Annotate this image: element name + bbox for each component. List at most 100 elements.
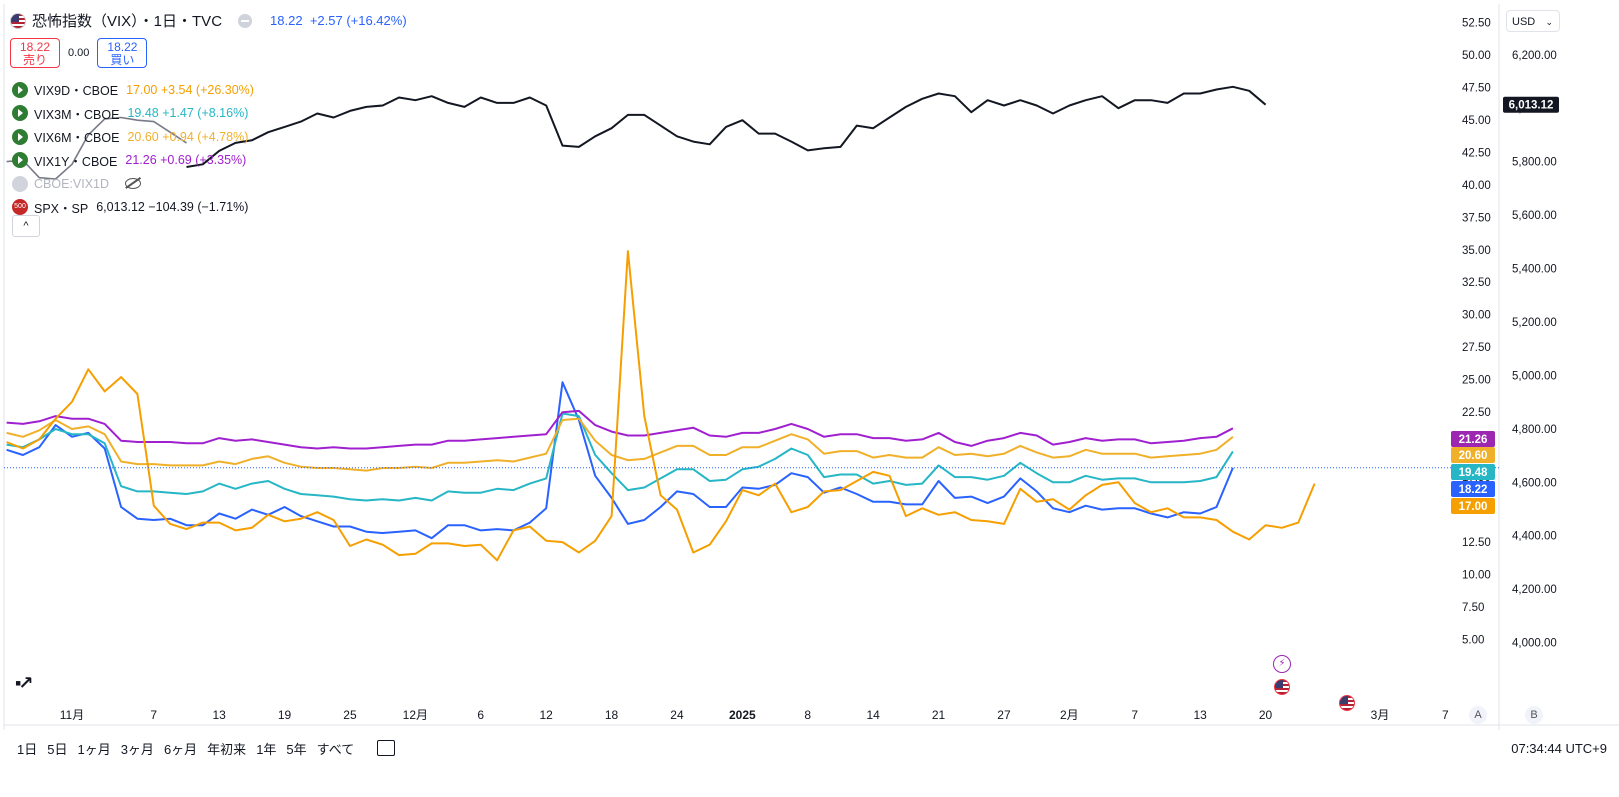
series-line-vix6m	[6, 417, 1234, 472]
range-6m[interactable]: 6ヶ月	[163, 741, 198, 757]
play-icon	[12, 81, 28, 98]
legend-values: 17.00 +3.54 (+26.30%)	[126, 82, 254, 97]
bottom-toolbar: 1日 5日 1ヶ月 3ヶ月 6ヶ月 年初来 1年 5年 すべて 07:34:44…	[0, 733, 1619, 763]
x-axis-tick-label: 6	[477, 708, 484, 722]
x-axis-tick-label: 2月	[1060, 708, 1079, 722]
x-axis-tick-label: 19	[278, 708, 292, 722]
currency-select[interactable]: USD ⌄	[1506, 10, 1560, 32]
left-axis-tick-label: 30.00	[1462, 310, 1491, 322]
sell-value: 18.22	[19, 40, 51, 54]
eye-off-icon[interactable]	[125, 178, 142, 190]
time-axis: 11月 7 13 19 25 12月 6 12 18 24 2025 8 14 21 27 2月 7 13 20 3月…	[60, 708, 1449, 722]
series-legend: VIX9D・CBOE 17.00 +3.54 (+26.30%) VIX3M・C…	[12, 78, 254, 219]
last-value-text-spx: 6,013.12	[1509, 100, 1554, 112]
left-axis-tick-label: 12.50	[1462, 537, 1491, 549]
left-axis-tick-label: 40.00	[1462, 180, 1491, 192]
series-line-spx	[186, 85, 1267, 168]
x-axis-tick-label: 12月	[403, 708, 428, 722]
range-ytd[interactable]: 年初来	[207, 741, 247, 757]
left-axis-tick-label: 7.50	[1462, 602, 1484, 614]
x-axis-tick-label: 7	[1442, 708, 1449, 722]
right-axis-tick-label: 5,800.00	[1512, 157, 1557, 169]
last-value-labels: 21.26 20.60 19.48 18.22 17.00 6,013.12	[1451, 96, 1559, 514]
series-lines	[4, 85, 1499, 562]
right-axis-tick-label: 4,200.00	[1512, 584, 1557, 596]
legend-row-vix1y[interactable]: VIX1Y・CBOE 21.26 +0.69 (+3.35%)	[12, 149, 254, 173]
legend-row-vix6m[interactable]: VIX6M・CBOE 20.60 +0.94 (+4.78%)	[12, 125, 254, 149]
buy-button[interactable]: 18.22 買い	[97, 38, 148, 68]
right-axis-tick-label: 4,800.00	[1512, 424, 1557, 436]
sell-button[interactable]: 18.22 売り	[10, 38, 60, 68]
x-axis-tick-label: 24	[670, 708, 684, 722]
range-all[interactable]: すべて	[316, 741, 355, 757]
x-axis-tick-label: 8	[804, 708, 811, 722]
legend-values: 6,013.12 −104.39 (−1.71%)	[96, 200, 249, 215]
last-value-text-vix9d: 17.00	[1459, 501, 1488, 513]
auto-scale-button[interactable]: A	[1469, 706, 1487, 724]
range-5y[interactable]: 5年	[286, 741, 307, 757]
series-line-vix1d	[6, 116, 187, 180]
chevron-down-icon: ⌄	[1545, 17, 1553, 27]
legend-row-vix1d[interactable]: CBOE:VIX1D	[12, 172, 254, 196]
right-axis-tick-label: 5,000.00	[1512, 370, 1557, 382]
calendar-icon[interactable]	[377, 740, 396, 756]
log-scale-button[interactable]: B	[1525, 706, 1543, 724]
left-axis-tick-label: 27.50	[1462, 342, 1491, 354]
symbol-title[interactable]: 恐怖指数（VIX）・1日・TVC	[32, 13, 223, 30]
sell-label: 売り	[22, 53, 47, 67]
legend-values: 21.26 +0.69 (+3.35%)	[125, 153, 247, 168]
us-event-flag-icon[interactable]	[1339, 695, 1355, 711]
legend-values: 19.48 +1.47 (+8.16%)	[127, 106, 249, 121]
last-value-badge-vix1y	[1451, 431, 1495, 447]
left-axis-tick-label: 50.00	[1462, 50, 1491, 62]
legend-values: 20.60 +0.94 (+4.78%)	[127, 129, 249, 144]
flash-event-icon[interactable]: ⚡	[1273, 655, 1291, 673]
x-axis-tick-label: 18	[605, 708, 619, 722]
x-axis-tick-label: 13	[212, 708, 226, 722]
x-axis-tick-label: 13	[1193, 708, 1207, 722]
play-icon	[12, 128, 28, 145]
left-axis-tick-label: 5.00	[1462, 635, 1484, 647]
legend-name: CBOE:VIX1D	[34, 176, 110, 191]
left-axis-tick-label: 22.50	[1462, 407, 1491, 419]
market-status-icon[interactable]	[238, 13, 253, 28]
x-axis-tick-label: 3月	[1371, 708, 1390, 722]
last-value-text-vix6m: 20.60	[1459, 450, 1488, 462]
right-axis-tick-label: 4,400.00	[1512, 531, 1557, 543]
chart-header: 恐怖指数（VIX）・1日・TVC 18.22 +2.57 (+16.42%)	[10, 10, 407, 31]
range-1y[interactable]: 1年	[256, 741, 277, 757]
legend-row-spx[interactable]: 500 SPX・SP 6,013.12 −104.39 (−1.71%)	[12, 196, 254, 220]
range-1d[interactable]: 1日	[17, 741, 38, 757]
left-axis-tick-label: 47.50	[1462, 82, 1491, 94]
buy-value: 18.22	[107, 40, 138, 54]
left-axis-tick-label: 32.50	[1462, 277, 1491, 289]
left-axis-tick-label: 52.50	[1462, 17, 1491, 29]
legend-row-vix9d[interactable]: VIX9D・CBOE 17.00 +3.54 (+26.30%)	[12, 78, 254, 102]
x-axis-tick-label: 7	[150, 708, 157, 722]
x-axis-tick-label: 27	[997, 708, 1011, 722]
legend-name: VIX9D・CBOE	[34, 84, 119, 99]
us-event-flag-icon[interactable]	[1274, 679, 1290, 695]
last-value-badge-vix	[1451, 481, 1495, 497]
right-axis-tick-label: 6,200.00	[1512, 50, 1557, 62]
spx-500-icon: 500	[12, 199, 28, 216]
play-icon	[12, 105, 28, 122]
buy-label: 買い	[110, 53, 135, 67]
trade-buttons: 18.22 売り 0.00 18.22 買い	[10, 38, 148, 68]
chevron-up-icon[interactable]: ^	[12, 215, 40, 237]
legend-row-vix3m[interactable]: VIX3M・CBOE 19.48 +1.47 (+8.16%)	[12, 102, 254, 126]
range-1m[interactable]: 1ヶ月	[77, 741, 111, 757]
x-axis-tick-label: 11月	[60, 708, 84, 722]
last-value-badge-vix9d	[1451, 498, 1495, 514]
left-axis-tick-label: 37.50	[1462, 212, 1491, 224]
x-axis-tick-label: 20	[1259, 708, 1273, 722]
series-line-vix3m	[6, 412, 1234, 502]
spread-value: 0.00	[68, 47, 90, 59]
range-3m[interactable]: 3ヶ月	[120, 741, 154, 757]
last-value-text-vix3m: 19.48	[1459, 467, 1488, 479]
tradingview-logo: ▪↗	[15, 673, 34, 693]
legend-name: VIX3M・CBOE	[34, 107, 120, 122]
x-axis-tick-label: 12	[539, 708, 553, 722]
range-5d[interactable]: 5日	[47, 741, 68, 757]
